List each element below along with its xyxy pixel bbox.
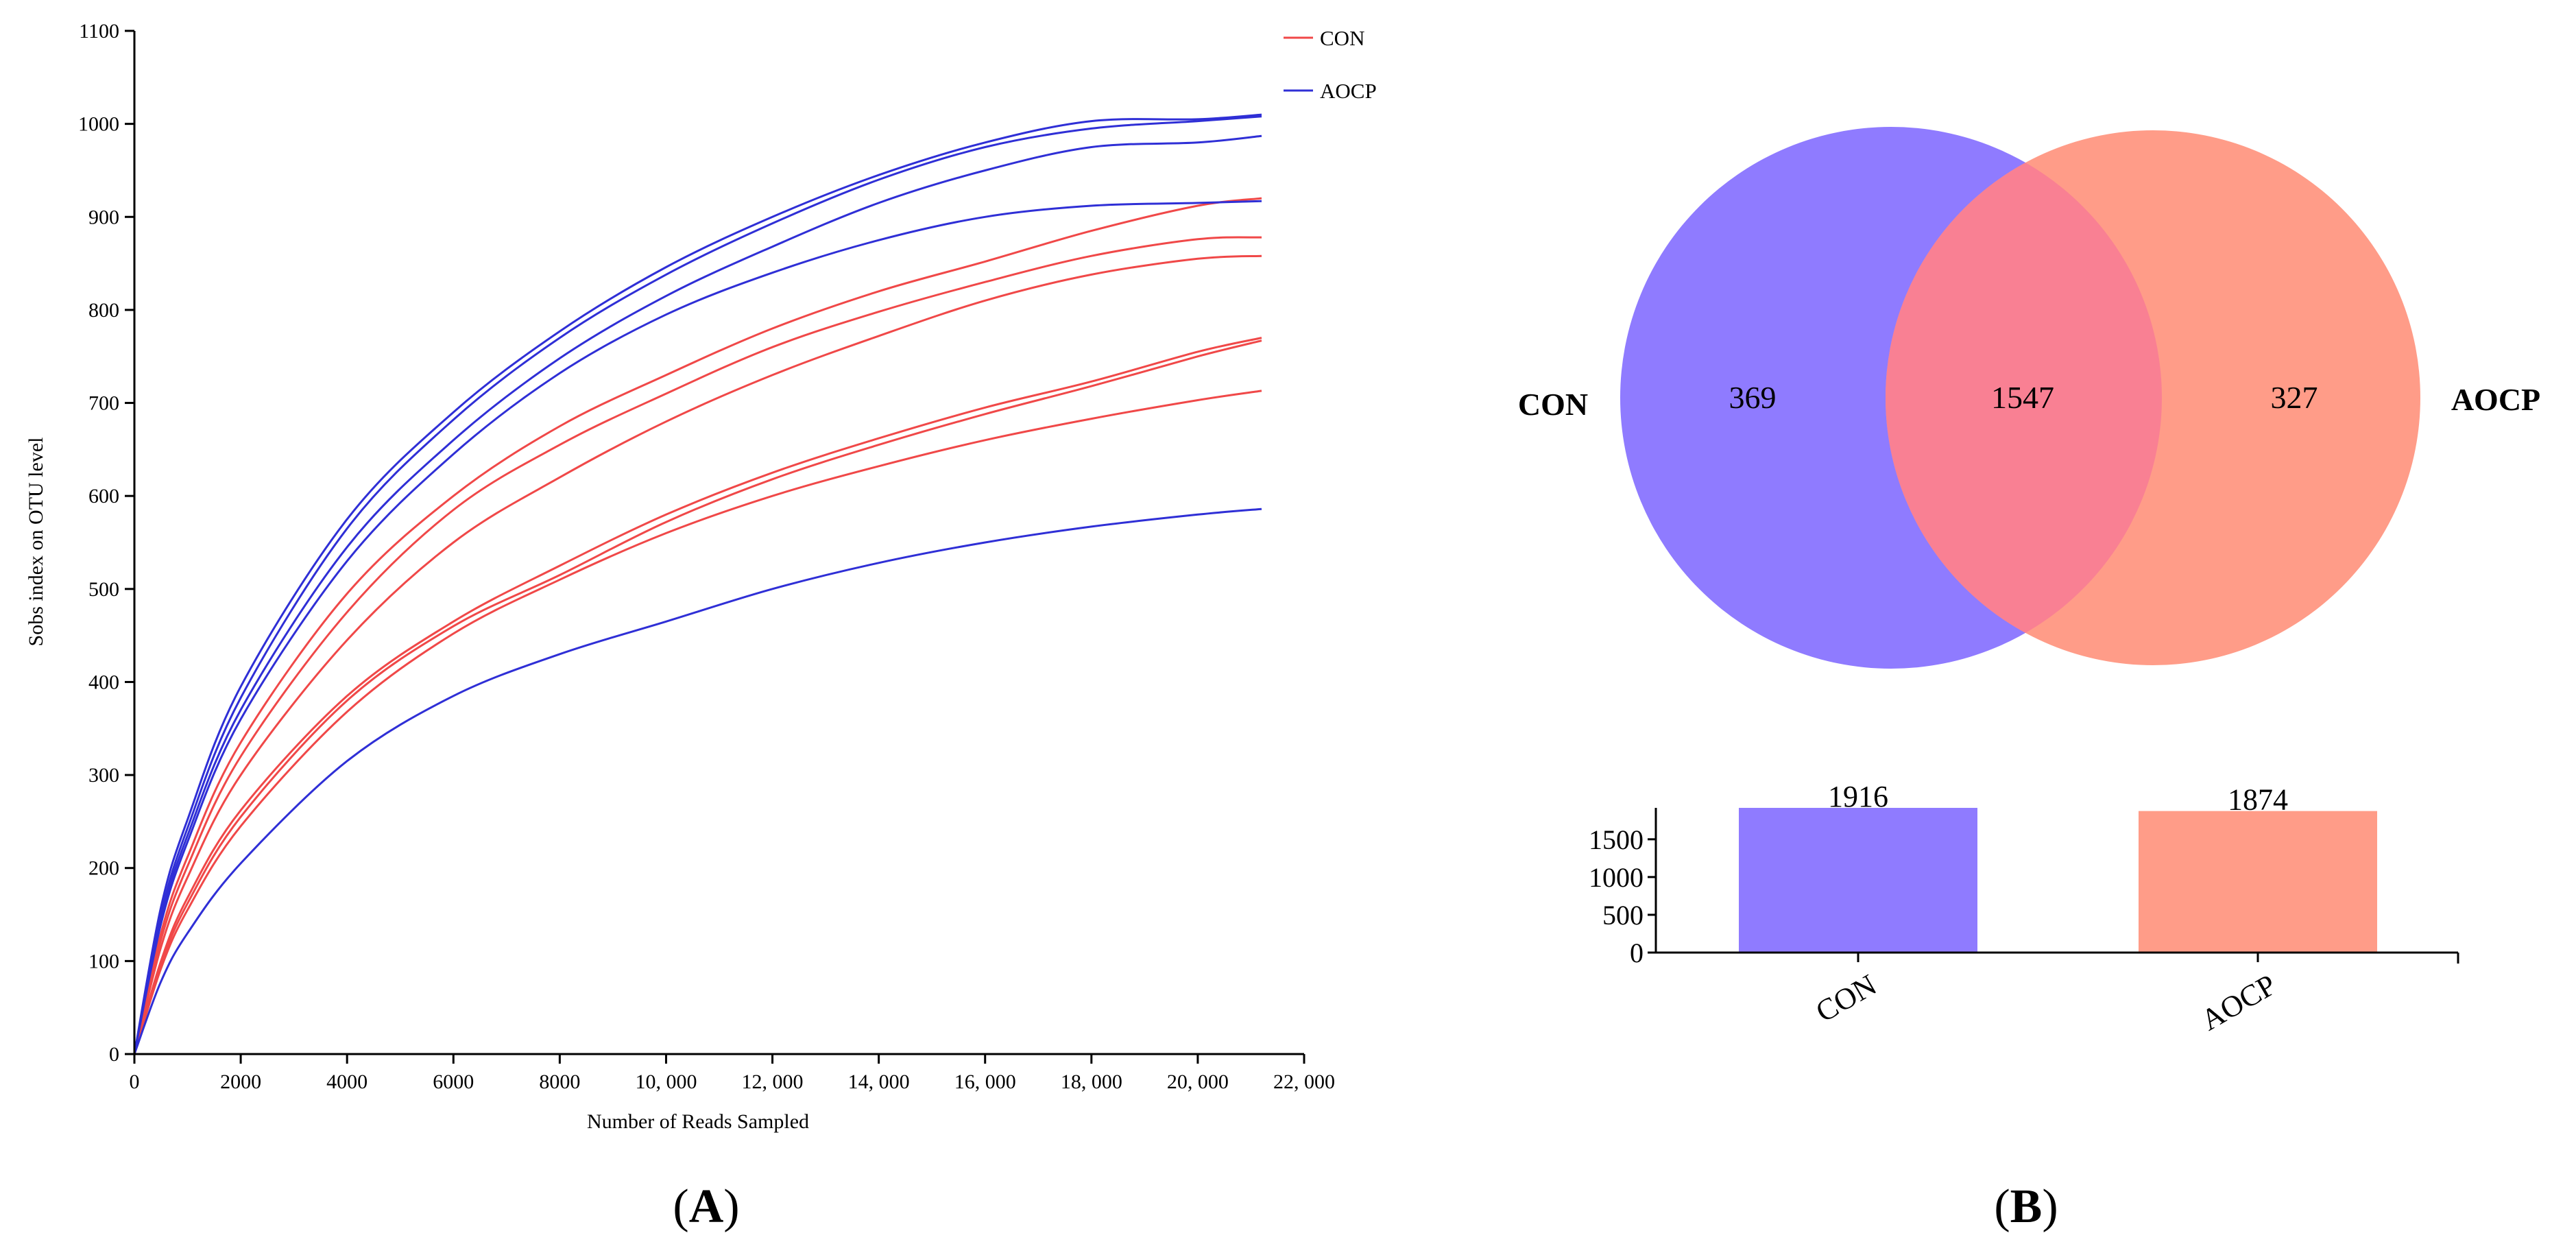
a-y-axis-label: Sobs index on OTU level xyxy=(25,438,47,647)
a-x-tick-label: 12, 000 xyxy=(742,1071,804,1093)
a-y-ticks: 0 100 200 300 400 500 600 700 800 900 1000 1100 xyxy=(78,20,134,1066)
a-x-tick-label: 2000 xyxy=(220,1071,261,1093)
rarefaction-line-con xyxy=(133,339,1262,1055)
bar-value-label: 1874 xyxy=(2228,783,2288,817)
legend-label-con: CON xyxy=(1320,26,1364,50)
a-y-tick-label: 900 xyxy=(88,206,119,228)
b-y-tick-label: 0 xyxy=(1630,937,1644,968)
bar-category-label: AOCP xyxy=(2195,968,2282,1037)
a-y-tick-label: 1100 xyxy=(79,20,119,43)
bar-con xyxy=(1739,808,1977,953)
rarefaction-line-aocp xyxy=(133,115,1262,1055)
a-y-tick-label: 700 xyxy=(88,392,119,415)
panel-b-label: (B) xyxy=(1994,1180,2058,1233)
a-x-tick-label: 10, 000 xyxy=(635,1071,697,1093)
venn-count-con-only: 369 xyxy=(1729,380,1777,415)
rarefaction-line-con xyxy=(133,254,1262,1055)
venn-set-label-aocp: AOCP xyxy=(2451,382,2540,417)
a-x-tick-label: 0 xyxy=(130,1071,140,1093)
a-y-tick-label: 1000 xyxy=(78,113,119,136)
venn-overlap xyxy=(1886,130,2162,665)
a-x-tick-label: 14, 000 xyxy=(848,1071,910,1093)
panel-b-bars: 1916 1874 0 500 1000 1500 CON AOCP xyxy=(1589,780,2459,1037)
rarefaction-line-con xyxy=(133,236,1262,1055)
a-y-tick-label: 800 xyxy=(88,299,119,322)
a-x-tick-label: 20, 000 xyxy=(1167,1071,1229,1093)
a-y-tick-label: 300 xyxy=(88,764,119,787)
a-y-tick-label: 500 xyxy=(88,578,119,601)
rarefaction-series-group xyxy=(133,113,1262,1055)
venn-count-shared: 1547 xyxy=(1991,380,2054,415)
rarefaction-line-con xyxy=(133,390,1262,1055)
a-x-tick-label: 4000 xyxy=(326,1071,368,1093)
bar-value-label: 1916 xyxy=(1828,780,1888,813)
bar-aocp xyxy=(2139,811,2377,953)
b-y-tick-label: 1000 xyxy=(1589,862,1644,893)
panel-a-label: (A) xyxy=(673,1180,739,1233)
a-x-tick-label: 6000 xyxy=(433,1071,474,1093)
legend: CON AOCP xyxy=(1284,26,1377,103)
a-y-tick-label: 200 xyxy=(88,857,119,880)
b-y-tick-label: 500 xyxy=(1602,900,1644,931)
legend-label-aocp: AOCP xyxy=(1320,79,1377,103)
rarefaction-line-con xyxy=(133,337,1262,1055)
b-y-tick-label: 1500 xyxy=(1589,824,1644,855)
a-y-tick-label: 0 xyxy=(109,1043,119,1066)
b-x-labels: CON AOCP xyxy=(1810,953,2282,1037)
totals-bars-group: 1916 1874 xyxy=(1739,780,2377,953)
panel-a: 0 100 200 300 400 500 600 700 800 900 1000 1100 0 20… xyxy=(25,20,1377,1133)
a-x-tick-label: 18, 000 xyxy=(1061,1071,1122,1093)
b-y-ticks: 0 500 1000 1500 xyxy=(1589,824,1656,968)
rarefaction-line-aocp xyxy=(133,200,1262,1055)
venn-set-label-con: CON xyxy=(1518,387,1588,422)
a-y-tick-label: 100 xyxy=(88,950,119,972)
bar-category-label: CON xyxy=(1810,968,1882,1029)
rarefaction-line-aocp xyxy=(133,507,1262,1055)
a-y-tick-label: 400 xyxy=(88,671,119,693)
venn-count-aocp-only: 327 xyxy=(2271,380,2318,415)
rarefaction-line-con xyxy=(133,197,1262,1055)
a-x-ticks: 0 2000 4000 6000 8000 10, 000 12, 000 14, 000 16… xyxy=(130,1054,1335,1093)
rarefaction-line-aocp xyxy=(133,134,1262,1055)
a-y-tick-label: 600 xyxy=(88,485,119,507)
a-x-axis-label: Number of Reads Sampled xyxy=(587,1110,809,1133)
a-x-tick-label: 16, 000 xyxy=(954,1071,1016,1093)
a-x-tick-label: 8000 xyxy=(539,1071,580,1093)
panel-b-venn: CON AOCP 369 1547 327 xyxy=(1518,127,2540,669)
a-x-tick-label: 22, 000 xyxy=(1273,1071,1335,1093)
rarefaction-line-aocp xyxy=(133,113,1262,1055)
